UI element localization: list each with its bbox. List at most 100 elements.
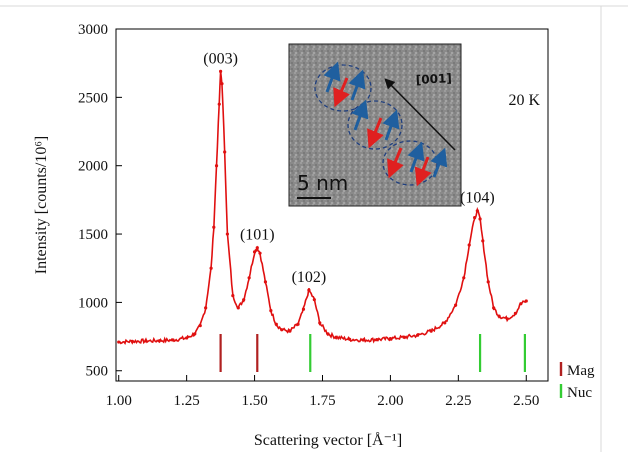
legend-label: Nuc <box>567 385 592 401</box>
data-point <box>375 337 379 342</box>
peak-label: (101) <box>240 227 275 244</box>
y-tick-label: 2500 <box>78 90 108 106</box>
peak-label: (003) <box>203 50 238 67</box>
data-point <box>415 333 420 337</box>
x-axis-title: Scattering vector [Å⁻¹] <box>254 431 402 449</box>
data-point <box>318 321 322 325</box>
spin-arrow-blue <box>430 147 448 178</box>
particle-outline <box>314 64 372 112</box>
data-point <box>505 317 509 321</box>
peak-label: (104) <box>460 190 495 207</box>
data-point <box>288 329 292 333</box>
data-point <box>492 306 496 310</box>
data-point <box>255 246 259 250</box>
data-point <box>157 339 162 343</box>
data-point <box>402 335 406 339</box>
data-point <box>217 102 221 106</box>
y-tick-label: 1000 <box>78 295 108 311</box>
data-point <box>326 332 330 336</box>
direction-arrow <box>384 78 456 151</box>
data-point <box>214 164 219 168</box>
x-tick-label: 2.00 <box>377 393 403 409</box>
data-point <box>478 217 482 221</box>
data-point <box>225 232 229 236</box>
plot-frame <box>115 28 549 382</box>
data-point <box>209 266 213 270</box>
x-tick-label: 1.00 <box>106 393 132 409</box>
spin-arrow-red <box>367 117 384 149</box>
reflection-markers <box>219 334 527 372</box>
data-point <box>475 209 479 213</box>
data-point <box>204 306 208 310</box>
data-point <box>231 293 235 298</box>
data-point <box>473 216 477 220</box>
axis-ticks <box>116 28 527 381</box>
data-point <box>144 339 148 343</box>
inset-tem-image: [001] 5 nm <box>288 43 462 207</box>
legend-label: Mag <box>567 363 595 379</box>
data-point <box>497 314 501 318</box>
y-tick-label: 3000 <box>78 22 108 38</box>
data-point <box>388 337 393 341</box>
data-point <box>429 329 433 333</box>
data-point <box>220 82 224 86</box>
temperature-label: 20 K <box>508 92 540 109</box>
data-point <box>519 302 523 306</box>
y-axis-title: Intensity [counts/10⁶] <box>33 136 50 274</box>
particle-outline <box>347 100 403 150</box>
x-tick-label: 2.50 <box>513 393 539 409</box>
spin-arrow-blue <box>323 61 341 93</box>
data-point <box>171 338 175 342</box>
data-point <box>481 239 485 243</box>
x-tick-label: 1.25 <box>174 393 200 409</box>
direction-label: [001] <box>415 71 452 87</box>
data-point <box>348 337 352 341</box>
data-point <box>307 288 311 292</box>
data-point <box>361 338 365 342</box>
data-point <box>443 321 447 325</box>
y-tick-label: 2000 <box>78 159 108 175</box>
x-tick-label: 1.50 <box>241 393 267 409</box>
data-point <box>242 298 246 302</box>
data-point <box>296 322 300 326</box>
data-point <box>312 298 316 302</box>
data-point <box>117 340 121 344</box>
data-point <box>185 336 189 340</box>
data-point <box>513 311 517 315</box>
data-point <box>280 328 284 332</box>
data-point <box>252 250 257 254</box>
spin-arrow-blue <box>348 69 366 101</box>
series-layer <box>117 69 528 346</box>
x-tick-labels: 1.00 1.25 1.50 1.75 2.00 2.25 2.50 <box>106 393 540 409</box>
data-point <box>130 339 134 343</box>
data-point <box>258 251 262 255</box>
data-point <box>467 243 471 247</box>
data-point <box>236 306 240 310</box>
data-point <box>193 332 197 336</box>
data-point <box>334 335 338 339</box>
data-point <box>269 309 273 313</box>
y-tick-labels: 500 1000 1500 2000 2500 3000 <box>78 22 108 380</box>
scale-bar-label: 5 nm <box>297 171 348 195</box>
data-point <box>462 276 466 280</box>
data-point <box>263 280 268 284</box>
data-point <box>274 322 278 326</box>
spin-arrow-blue <box>382 109 400 141</box>
data-point <box>212 225 216 229</box>
x-tick-label: 1.75 <box>309 393 335 409</box>
data-point <box>247 276 251 280</box>
spin-arrow-red <box>333 77 350 108</box>
data-point <box>223 150 227 154</box>
data-point <box>454 303 458 307</box>
data-point <box>198 324 202 328</box>
inset-image-background <box>288 43 462 207</box>
peak-labels: (003) (101) (102) (104) <box>203 50 494 286</box>
spin-arrow-red <box>414 156 432 187</box>
data-point <box>219 69 223 73</box>
y-tick-label: 500 <box>86 364 109 380</box>
spin-arrow-red <box>387 147 404 179</box>
peak-label: (102) <box>292 269 327 286</box>
x-tick-label: 2.25 <box>445 393 471 409</box>
y-tick-label: 1500 <box>78 227 108 243</box>
